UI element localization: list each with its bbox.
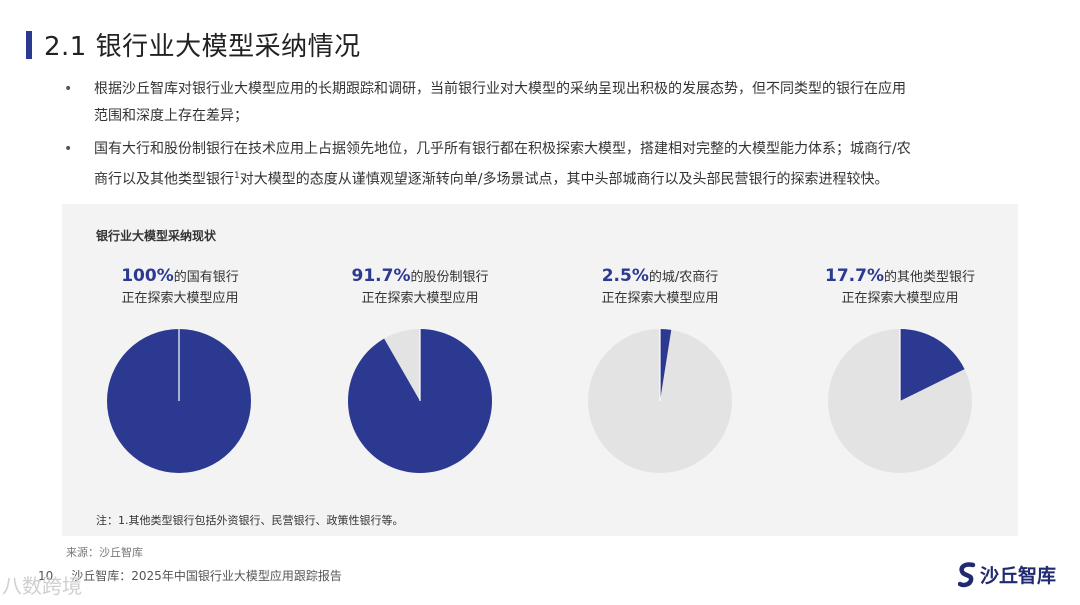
chart-footnote: 注：1.其他类型银行包括外资银行、民营银行、政策性银行等。 (96, 514, 404, 527)
pie-1-pct: 100% (121, 266, 174, 286)
bullet-dot-icon: • (64, 141, 73, 157)
bullet-dot-icon: • (64, 81, 73, 97)
pie-4-label-2: 正在探索大模型应用 (841, 291, 959, 306)
bullet-2-line-2: 商行以及其他类型银行1对大模型的态度从谨慎观望逐渐转向单/多场景试点，其中头部城… (94, 163, 1022, 194)
pie-4-pct: 17.7% (825, 266, 884, 286)
pie-4-label-1: 的其他类型银行 (883, 270, 975, 285)
s-logo-icon (958, 561, 976, 587)
pie-2-label-1: 的股份制银行 (410, 270, 489, 285)
logo-name: 沙丘智库 (980, 565, 1057, 587)
pie-label-4: 17.7%的其他类型银行 正在探索大模型应用 (780, 266, 1020, 309)
footer-text: 沙丘智库：2025年中国银行业大模型应用跟踪报告 (71, 569, 342, 583)
chart-title: 银行业大模型采纳现状 (96, 229, 217, 243)
pie-3-label-2: 正在探索大模型应用 (601, 291, 719, 306)
bullet-item-2: • 国有大行和股份制银行在技术应用上占据领先地位，几乎所有银行都在积极探索大模型… (62, 136, 1022, 194)
bullet-list: • 根据沙丘智库对银行业大模型应用的长期跟踪和调研，当前银行业对大模型的采纳呈现… (62, 76, 1022, 200)
watermark: 八数跨境 (2, 574, 82, 598)
bullet-2-line-1: 国有大行和股份制银行在技术应用上占据领先地位，几乎所有银行都在积极探索大模型，搭… (94, 141, 911, 157)
pie-3-pct: 2.5% (601, 266, 649, 286)
bullet-1-line-1: 根据沙丘智库对银行业大模型应用的长期跟踪和调研，当前银行业对大模型的采纳呈现出积… (94, 81, 906, 97)
pie-3-value-slice (660, 329, 672, 401)
pie-3-label-1: 的城/农商行 (648, 270, 719, 285)
title-accent-bar (26, 31, 32, 59)
pie-4-value-slice (900, 329, 965, 401)
pie-1-label-1: 的国有银行 (173, 270, 239, 285)
bullet-2-line-2a: 商行以及其他类型银行 (94, 171, 234, 188)
pie-2-label-2: 正在探索大模型应用 (361, 291, 479, 306)
footer: 10 沙丘智库：2025年中国银行业大模型应用跟踪报告 (38, 567, 342, 584)
pie-label-2: 91.7%的股份制银行 正在探索大模型应用 (300, 266, 540, 309)
bullet-item-1: • 根据沙丘智库对银行业大模型应用的长期跟踪和调研，当前银行业对大模型的采纳呈现… (62, 76, 1022, 130)
source-line: 来源：沙丘智库 (66, 546, 143, 559)
bullet-1-line-2: 范围和深度上存在差异； (94, 108, 248, 124)
footnote-ref: 1 (234, 171, 240, 181)
pie-label-3: 2.5%的城/农商行 正在探索大模型应用 (540, 266, 780, 309)
bullet-2-line-2b: 对大模型的态度从谨慎观望逐渐转向单/多场景试点，其中头部城商行以及头部民营银行的… (239, 171, 889, 188)
pie-2-value-slice (348, 329, 493, 474)
page-title: 2.1 银行业大模型采纳情况 (44, 32, 361, 62)
pie-1-label-2: 正在探索大模型应用 (121, 291, 239, 306)
page-number: 10 (38, 569, 54, 583)
brand-logo: 沙丘智库 (958, 561, 1056, 588)
pie-label-1: 100%的国有银行 正在探索大模型应用 (60, 266, 300, 309)
pie-2-pct: 91.7% (351, 266, 411, 286)
